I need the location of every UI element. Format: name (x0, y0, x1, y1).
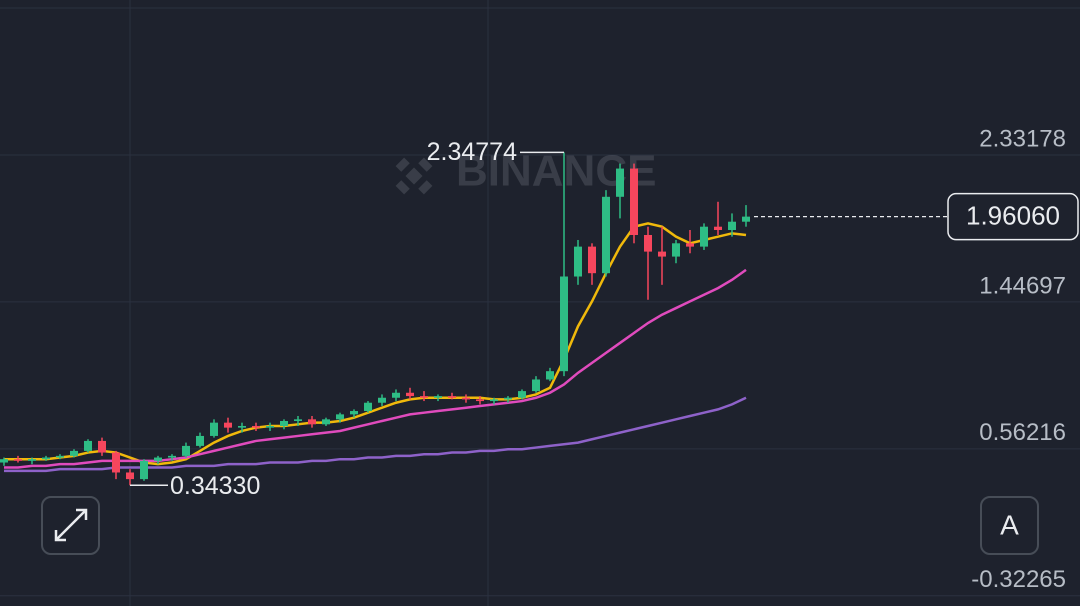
candle-body (56, 455, 64, 458)
min-label: 0.34330 (170, 472, 260, 500)
candle-body (336, 414, 344, 420)
max-label: 2.34774 (427, 138, 517, 166)
moving-average-line (4, 396, 747, 473)
auto-button-frame[interactable] (980, 496, 1039, 555)
auto-button-label[interactable]: A (1000, 509, 1019, 540)
candle-body (210, 422, 218, 436)
candle-body (434, 396, 442, 398)
candle-body (588, 246, 596, 274)
candle-body (602, 196, 610, 274)
candle-body (532, 379, 540, 392)
candle-body (140, 460, 148, 480)
candle-body (294, 419, 302, 421)
candle-body (238, 425, 246, 428)
candle-body (252, 425, 260, 428)
candle-body (308, 419, 316, 425)
expand-button[interactable] (41, 496, 100, 555)
candle-body (504, 397, 512, 400)
candle-body (350, 411, 358, 415)
candle-body (406, 392, 414, 397)
candle-body (280, 420, 288, 426)
candle-body (546, 371, 554, 380)
candle-body (112, 452, 120, 473)
candle-body (70, 450, 78, 456)
candle-body (392, 392, 400, 398)
y-tick-label: 1.44697 (979, 272, 1066, 299)
y-tick-label: 3.21659 (979, 0, 1066, 5)
candle-body (14, 459, 22, 461)
candle-body (728, 221, 736, 231)
candle-body (448, 396, 456, 398)
y-tick-label: 2.33178 (979, 125, 1066, 152)
candle-body (476, 399, 484, 402)
candle-body (560, 276, 568, 372)
candle-body (700, 226, 708, 247)
candle-body (28, 459, 36, 461)
candle-body (518, 391, 526, 398)
last-price-label: 1.96060 (966, 201, 1060, 231)
candle-body (574, 246, 582, 277)
candle-body (658, 251, 666, 257)
auto-button[interactable]: A (980, 496, 1039, 555)
candle-body (266, 425, 274, 428)
plot: 2.34774 0.34330 1.96060 (0, 138, 1079, 500)
last-price-box (947, 192, 1079, 241)
candle-body (378, 397, 386, 403)
candle-body (0, 459, 8, 463)
candle-body (98, 440, 106, 453)
moving-average-line (4, 222, 747, 466)
candle-body (644, 234, 652, 252)
candle-body (126, 472, 134, 480)
candle-body (42, 457, 50, 460)
candle-body (420, 396, 428, 398)
candle-body (714, 226, 722, 231)
moving-average-line (4, 268, 747, 469)
candle-body (154, 457, 162, 461)
candle-body (672, 243, 680, 257)
candle-body (84, 440, 92, 451)
candle-body (490, 399, 498, 402)
candle-body (322, 419, 330, 425)
candle-body (462, 397, 470, 400)
candle-body (196, 435, 204, 446)
candle-body (224, 422, 232, 428)
candle-body (742, 216, 750, 222)
candle-body (364, 402, 372, 412)
y-tick-label: -0.32265 (971, 566, 1066, 593)
expand-icon (54, 508, 88, 542)
candle-body (616, 168, 624, 197)
y-tick-label: 0.56216 (979, 419, 1066, 446)
candle-body (630, 168, 638, 235)
candle-body (182, 445, 190, 456)
candle-body (686, 243, 694, 247)
candle-body (168, 455, 176, 458)
